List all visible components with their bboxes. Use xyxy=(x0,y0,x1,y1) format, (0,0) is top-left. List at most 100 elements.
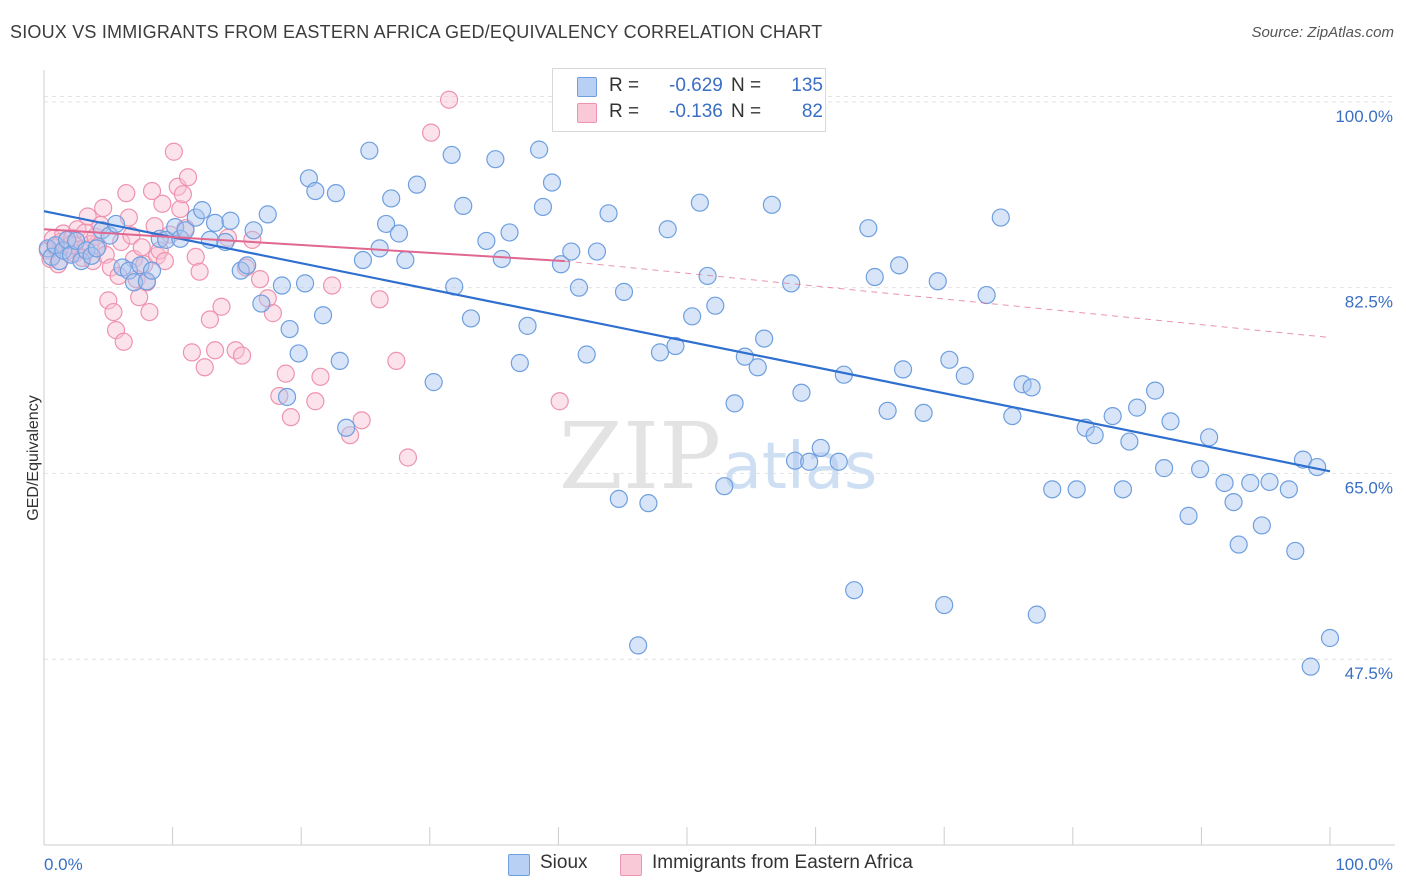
sioux-point xyxy=(186,208,205,227)
sioux-point xyxy=(142,261,162,280)
chart-title: SIOUX VS IMMIGRANTS FROM EASTERN AFRICA … xyxy=(10,22,823,42)
y-tick-label: 47.5% xyxy=(1345,664,1393,683)
legend-n-label: N = xyxy=(731,101,762,122)
sioux-point xyxy=(277,387,297,407)
immigrants-legend-label: Immigrants from Eastern Africa xyxy=(652,852,913,873)
sioux-point xyxy=(1043,480,1062,499)
immigrants-point xyxy=(190,262,209,281)
sioux-point xyxy=(87,239,106,258)
sioux-point xyxy=(124,273,144,292)
sioux-point xyxy=(533,197,553,217)
sioux-point xyxy=(690,193,709,212)
immigrants-point xyxy=(212,297,231,316)
immigrants-point xyxy=(171,199,190,219)
sioux-point xyxy=(542,173,562,192)
sioux-point xyxy=(100,226,119,245)
sioux-point xyxy=(382,189,401,208)
sioux-point xyxy=(370,239,389,258)
sioux-point xyxy=(137,272,156,291)
sioux-point xyxy=(1191,460,1210,479)
sioux-point xyxy=(569,278,589,297)
sioux-point xyxy=(639,494,658,513)
legend-r-value: -0.629 xyxy=(669,75,723,96)
immigrants-point xyxy=(370,290,389,309)
immigrants-point xyxy=(398,448,418,467)
immigrants-point xyxy=(200,310,219,329)
sioux-point xyxy=(326,184,346,203)
legend-n-label: N = xyxy=(731,75,762,96)
immigrants-point xyxy=(195,358,214,377)
y-axis-label: GED/Equivalency xyxy=(25,395,42,520)
sioux-point xyxy=(811,438,830,458)
sioux-point xyxy=(244,221,263,240)
immigrants-point xyxy=(132,238,151,257)
sioux-point xyxy=(442,145,461,165)
sioux-point xyxy=(1127,398,1147,417)
series-sioux-points xyxy=(38,140,1340,676)
sioux-point xyxy=(683,307,702,326)
sioux-point xyxy=(658,220,677,239)
sioux-point xyxy=(295,274,315,293)
immigrants-swatch xyxy=(620,854,642,876)
sioux-point xyxy=(166,218,185,237)
sioux-point xyxy=(1320,628,1340,648)
sioux-point xyxy=(289,344,308,363)
sioux-trend-line xyxy=(43,210,1331,473)
sioux-point xyxy=(1224,492,1243,512)
sioux-point xyxy=(706,296,725,315)
sioux-point xyxy=(205,213,225,232)
y-tick-label: 65.0% xyxy=(1345,478,1393,497)
sioux-point xyxy=(486,150,505,169)
sioux-point xyxy=(698,266,717,286)
immigrants-point xyxy=(94,198,113,218)
sioux-point xyxy=(238,256,257,275)
immigrants-point xyxy=(276,364,295,383)
sioux-point xyxy=(50,251,69,271)
watermark: ZIP atlas xyxy=(559,403,877,510)
immigrants-point xyxy=(109,266,128,286)
sioux-point xyxy=(1260,472,1279,492)
watermark-zip: ZIP xyxy=(559,403,721,510)
sioux-point xyxy=(461,309,481,328)
sioux-point xyxy=(424,373,443,392)
sioux-point xyxy=(72,251,91,271)
sioux-point xyxy=(629,636,648,655)
sioux-point xyxy=(829,452,848,471)
sioux-point xyxy=(792,383,811,402)
immigrants-point xyxy=(270,386,289,406)
sioux-point xyxy=(785,451,805,470)
sioux-point xyxy=(272,276,292,295)
sioux-point xyxy=(353,250,373,270)
immigrants-point xyxy=(182,343,201,362)
immigrants-point xyxy=(142,181,162,201)
sioux-point xyxy=(1027,605,1046,624)
immigrants-point xyxy=(140,302,159,322)
sioux-point xyxy=(977,285,996,305)
sioux-point xyxy=(800,452,819,471)
sioux-point xyxy=(1113,480,1133,499)
sioux-point xyxy=(599,204,618,223)
trend-lines xyxy=(43,210,1331,473)
sioux-point xyxy=(878,401,897,420)
sioux-point xyxy=(955,366,974,385)
sioux-point xyxy=(650,343,670,362)
sioux-point xyxy=(748,358,767,377)
immigrants-point xyxy=(311,367,330,386)
sioux-point xyxy=(587,242,607,261)
sioux-swatch xyxy=(508,854,530,876)
immigrants-point xyxy=(306,392,325,411)
sioux-point xyxy=(1085,426,1104,445)
sioux-point xyxy=(1286,541,1305,561)
sioux-point xyxy=(1103,406,1122,426)
sioux-point xyxy=(1022,378,1041,397)
sioux-point xyxy=(1229,535,1248,554)
immigrants-point xyxy=(99,291,118,310)
sioux-point xyxy=(1120,432,1139,451)
sioux-point xyxy=(510,353,529,373)
immigrants-point xyxy=(164,142,183,161)
immigrants-point xyxy=(421,123,441,142)
sioux-point xyxy=(119,261,138,280)
sioux-point xyxy=(762,195,781,214)
sioux-point xyxy=(845,581,864,600)
